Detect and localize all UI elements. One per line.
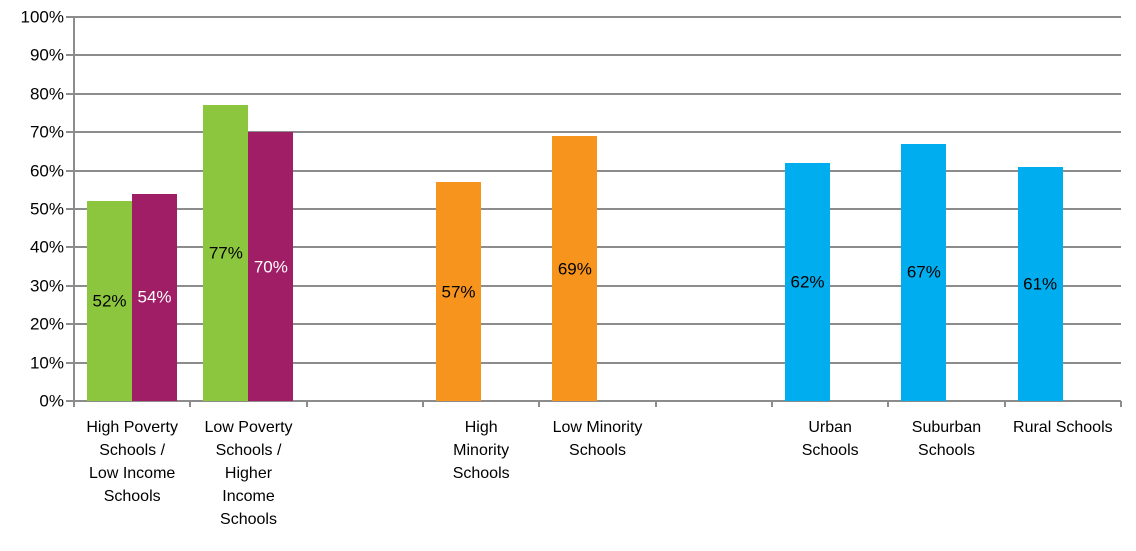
y-axis-tick xyxy=(66,400,74,402)
y-axis-tick-label: 90% xyxy=(29,45,64,65)
y-axis-tick-label: 70% xyxy=(29,122,64,142)
x-axis-tick xyxy=(422,401,424,407)
y-gridline xyxy=(74,208,1121,210)
y-axis-tick xyxy=(66,131,74,134)
category-axis-label: Low Minority Schools xyxy=(552,419,643,459)
y-gridline xyxy=(74,16,1121,18)
bar-blue xyxy=(785,162,830,401)
y-gridline xyxy=(74,92,1121,95)
bar-green xyxy=(87,201,132,401)
y-axis-tick xyxy=(66,361,74,364)
y-gridline xyxy=(74,246,1121,249)
bar-value-label: 77% xyxy=(208,243,243,263)
y-axis-tick-label: 10% xyxy=(29,353,64,373)
y-axis-line xyxy=(73,16,75,402)
y-gridline xyxy=(74,400,1121,402)
y-axis-tick xyxy=(66,208,74,210)
y-axis-tick-label: 20% xyxy=(29,314,64,334)
y-axis-tick-label: 40% xyxy=(29,237,64,257)
bar-magenta xyxy=(248,132,294,401)
y-axis-tick xyxy=(66,323,74,326)
y-gridline xyxy=(74,284,1121,287)
y-axis-tick xyxy=(66,284,74,287)
y-gridline xyxy=(74,169,1121,172)
category-axis-label: Low Poverty Schools / Higher Income Schools xyxy=(204,419,293,528)
y-gridline xyxy=(74,131,1121,134)
category-axis-label: High Minority Schools xyxy=(452,419,510,482)
y-gridline xyxy=(74,361,1121,364)
bar-value-label: 61% xyxy=(1023,274,1058,294)
y-axis-tick xyxy=(66,54,74,57)
y-axis-tick xyxy=(66,16,74,18)
y-axis-tick-label: 100% xyxy=(20,7,64,27)
x-axis-tick xyxy=(538,401,541,407)
y-axis-tick-label: 50% xyxy=(29,199,64,219)
bar-green xyxy=(203,105,249,401)
x-axis-tick xyxy=(654,401,657,407)
x-axis-tick xyxy=(1003,401,1006,407)
category-axis-label: Rural Schools xyxy=(1013,419,1113,436)
bar-value-label: 70% xyxy=(253,257,288,277)
bar-value-label: 52% xyxy=(92,291,127,311)
y-axis-tick-label: 30% xyxy=(29,276,64,296)
y-gridline xyxy=(74,54,1121,57)
y-axis-tick xyxy=(66,92,74,95)
x-axis-tick xyxy=(771,401,773,407)
bar-blue xyxy=(1017,166,1063,401)
bar-blue xyxy=(901,143,947,401)
x-axis-tick xyxy=(887,401,890,407)
category-axis-label: Suburban Schools xyxy=(911,419,982,459)
category-axis-label: High Poverty Schools / Low Income Schools xyxy=(86,419,178,505)
x-axis-tick xyxy=(1120,401,1122,407)
y-axis-tick xyxy=(66,246,74,249)
bar-orange xyxy=(436,182,481,401)
bar-value-label: 57% xyxy=(441,282,476,302)
y-axis-tick-label: 0% xyxy=(39,391,64,411)
y-axis-tick xyxy=(66,169,74,172)
y-gridline xyxy=(74,323,1121,326)
x-axis-tick xyxy=(305,401,308,407)
bar-value-label: 54% xyxy=(137,287,172,307)
x-axis-tick xyxy=(73,401,75,407)
bar-magenta xyxy=(132,193,177,401)
y-axis-tick-label: 60% xyxy=(29,161,64,181)
bar-value-label: 67% xyxy=(906,262,941,282)
y-axis-tick-label: 80% xyxy=(29,84,64,104)
bar-orange xyxy=(552,136,598,401)
x-axis-tick xyxy=(189,401,192,407)
bar-value-label: 69% xyxy=(557,259,592,279)
category-axis-label: Urban Schools xyxy=(801,419,859,459)
bar-value-label: 62% xyxy=(790,272,825,292)
